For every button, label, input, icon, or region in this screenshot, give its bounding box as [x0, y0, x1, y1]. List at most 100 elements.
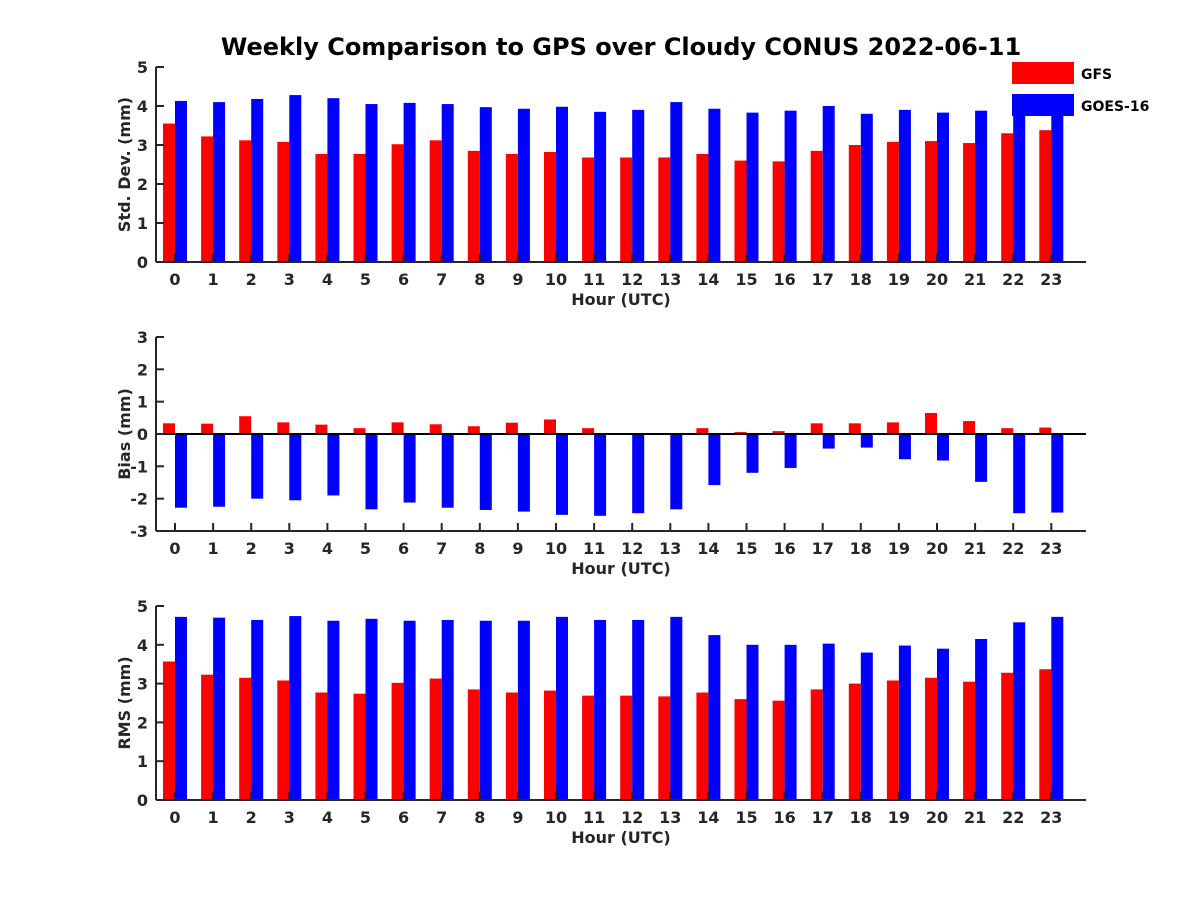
- bar-bias-goes-16-19: [898, 434, 911, 460]
- x-tick-label-rms: 12: [621, 808, 643, 827]
- bar-rms-gfs-8: [467, 689, 480, 800]
- bar-bias-gfs-19: [886, 422, 899, 434]
- bar-stddev-goes-16-6: [403, 102, 416, 262]
- bar-bias-goes-16-14: [708, 434, 721, 486]
- x-tick-label-bias: 21: [964, 539, 986, 558]
- x-tick-label-bias: 7: [436, 539, 447, 558]
- bar-rms-goes-16-12: [632, 619, 645, 800]
- bar-bias-gfs-20: [925, 412, 937, 434]
- bar-stddev-goes-16-23: [1051, 113, 1064, 262]
- x-tick-label-stddev: 2: [246, 270, 257, 289]
- y-axis-label-bias: Bias (mm): [115, 388, 134, 480]
- bar-rms-gfs-6: [391, 682, 404, 800]
- bar-rms-gfs-17: [810, 689, 823, 800]
- bar-bias-goes-16-15: [746, 434, 759, 473]
- bar-rms-goes-16-11: [594, 619, 607, 800]
- bar-stddev-gfs-21: [963, 143, 976, 262]
- bar-stddev-gfs-13: [658, 157, 671, 262]
- bar-stddev-gfs-4: [315, 153, 328, 262]
- x-tick-label-bias: 8: [474, 539, 485, 558]
- x-tick-label-bias: 19: [888, 539, 910, 558]
- bar-stddev-goes-16-11: [594, 111, 607, 262]
- bar-rms-gfs-3: [277, 680, 290, 800]
- y-tick-label-rms: 1: [137, 752, 148, 771]
- bar-rms-goes-16-21: [975, 638, 988, 800]
- x-tick-label-stddev: 14: [697, 270, 719, 289]
- bar-stddev-gfs-19: [886, 141, 899, 262]
- x-tick-label-stddev: 17: [812, 270, 834, 289]
- y-tick-label-bias: -3: [130, 522, 148, 541]
- series-gfs: [163, 412, 1052, 435]
- bar-bias-gfs-2: [239, 416, 252, 434]
- bar-bias-goes-16-6: [403, 434, 416, 503]
- bar-bias-goes-16-17: [822, 434, 835, 449]
- x-tick-label-rms: 6: [398, 808, 409, 827]
- series-goes-16: [175, 95, 1064, 263]
- bar-bias-goes-16-18: [860, 434, 873, 448]
- x-tick-label-stddev: 7: [436, 270, 447, 289]
- bar-rms-gfs-23: [1039, 669, 1052, 800]
- bar-stddev-goes-16-20: [937, 112, 949, 262]
- x-tick-label-bias: 18: [850, 539, 872, 558]
- x-tick-label-bias: 1: [208, 539, 219, 558]
- x-tick-label-rms: 1: [208, 808, 219, 827]
- bar-rms-goes-16-10: [556, 616, 568, 800]
- bar-rms-gfs-19: [886, 680, 899, 800]
- x-tick-label-rms: 16: [773, 808, 795, 827]
- bar-stddev-gfs-0: [163, 123, 175, 262]
- bar-stddev-gfs-22: [1001, 133, 1014, 262]
- x-tick-label-rms: 18: [850, 808, 872, 827]
- bar-bias-goes-16-5: [365, 434, 378, 510]
- bar-bias-goes-16-8: [479, 434, 492, 510]
- bar-stddev-goes-16-15: [746, 112, 759, 262]
- bar-rms-goes-16-2: [251, 619, 264, 800]
- bar-stddev-goes-16-13: [670, 102, 683, 262]
- bar-stddev-goes-16-18: [860, 113, 873, 262]
- bar-stddev-goes-16-0: [175, 100, 187, 263]
- bar-stddev-goes-16-22: [1013, 111, 1026, 262]
- x-tick-label-bias: 22: [1002, 539, 1024, 558]
- bar-stddev-goes-16-10: [556, 106, 568, 262]
- x-tick-label-rms: 19: [888, 808, 910, 827]
- x-tick-label-bias: 10: [545, 539, 567, 558]
- x-tick-label-stddev: 8: [474, 270, 485, 289]
- bar-rms-gfs-18: [848, 683, 861, 800]
- legend-item-goes-16: GOES-16: [1012, 94, 1149, 116]
- x-tick-label-stddev: 6: [398, 270, 409, 289]
- bar-rms-gfs-16: [772, 700, 785, 800]
- x-tick-label-bias: 14: [697, 539, 719, 558]
- bar-stddev-gfs-6: [391, 144, 404, 262]
- bar-bias-gfs-22: [1001, 428, 1014, 434]
- x-tick-label-stddev: 1: [208, 270, 219, 289]
- bar-bias-goes-16-12: [632, 434, 645, 514]
- bar-bias-gfs-1: [201, 423, 214, 434]
- bar-stddev-gfs-2: [239, 140, 252, 262]
- bar-bias-goes-16-16: [784, 434, 797, 468]
- bar-bias-gfs-21: [963, 421, 976, 434]
- x-tick-label-stddev: 11: [583, 270, 605, 289]
- bar-rms-goes-16-6: [403, 620, 416, 800]
- bar-rms-goes-16-18: [860, 652, 873, 800]
- bar-bias-gfs-16: [772, 431, 785, 434]
- bar-bias-gfs-23: [1039, 427, 1052, 434]
- bar-stddev-goes-16-7: [441, 104, 454, 262]
- bar-rms-gfs-1: [201, 674, 214, 800]
- bar-rms-gfs-12: [620, 695, 633, 800]
- x-tick-label-stddev: 13: [659, 270, 681, 289]
- chart-title: Weekly Comparison to GPS over Cloudy CON…: [221, 33, 1021, 61]
- series-gfs: [163, 123, 1052, 262]
- bar-rms-goes-16-9: [517, 620, 530, 800]
- bar-rms-goes-16-13: [670, 616, 683, 800]
- x-tick-label-rms: 0: [169, 808, 180, 827]
- x-tick-label-rms: 23: [1040, 808, 1062, 827]
- bar-bias-gfs-5: [353, 428, 366, 434]
- bar-bias-gfs-6: [391, 422, 404, 434]
- bar-rms-goes-16-23: [1051, 616, 1064, 800]
- bar-stddev-gfs-7: [429, 140, 442, 262]
- bar-rms-gfs-11: [582, 695, 595, 800]
- bar-bias-gfs-4: [315, 424, 328, 434]
- legend-swatch-gfs: [1012, 62, 1074, 84]
- bar-bias-goes-16-2: [251, 434, 264, 499]
- y-tick-label-bias: -1: [130, 457, 148, 476]
